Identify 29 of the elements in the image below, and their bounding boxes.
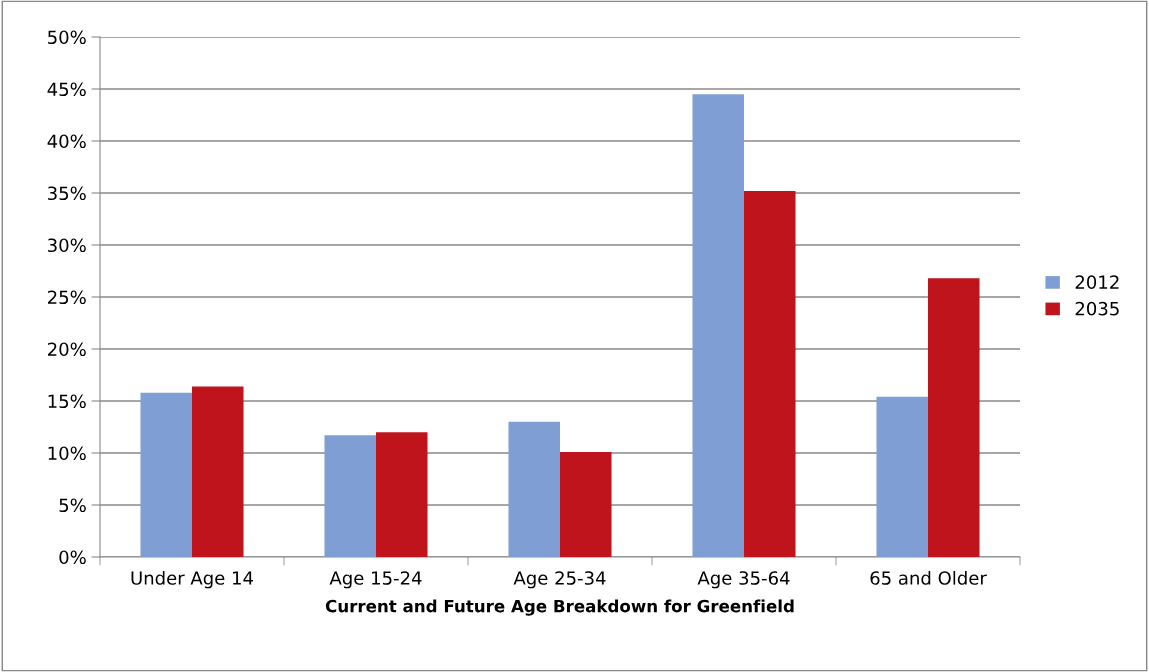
y-tick-label: 15%: [48, 394, 86, 409]
bar: [560, 451, 612, 557]
y-tick-label: 40%: [47, 134, 86, 149]
x-axis-title: Current and Future Age Breakdown for Greenfield: [325, 599, 794, 616]
legend-label: 2012: [1075, 275, 1119, 289]
legend-label: 2035: [1075, 301, 1119, 316]
x-tick-label: Age 25-34: [513, 571, 606, 589]
y-tick-label: 10%: [48, 446, 86, 461]
bar: [876, 396, 928, 557]
bar: [508, 421, 560, 557]
y-tick-label: 5%: [59, 498, 86, 513]
bar: [192, 386, 244, 557]
bar: [324, 435, 376, 557]
y-tick-label: 50%: [48, 30, 86, 45]
y-tick-label: 25%: [48, 290, 86, 305]
x-tick-label: Age 35-64: [697, 571, 790, 589]
bar: [744, 190, 796, 557]
y-tick-label: 20%: [48, 342, 86, 357]
x-tick-label: 65 and Older: [870, 570, 987, 585]
bar: [376, 432, 428, 557]
y-tick-label: 45%: [47, 82, 86, 97]
y-tick-label: 35%: [48, 186, 86, 201]
bar: [928, 278, 980, 557]
y-tick-label: 0%: [59, 550, 86, 565]
bar: [692, 94, 744, 557]
bar: [140, 392, 192, 557]
y-tick-label: 30%: [48, 238, 86, 253]
x-tick-label: Age 15-24: [329, 571, 422, 589]
x-tick-label: Under Age 14: [131, 570, 253, 589]
